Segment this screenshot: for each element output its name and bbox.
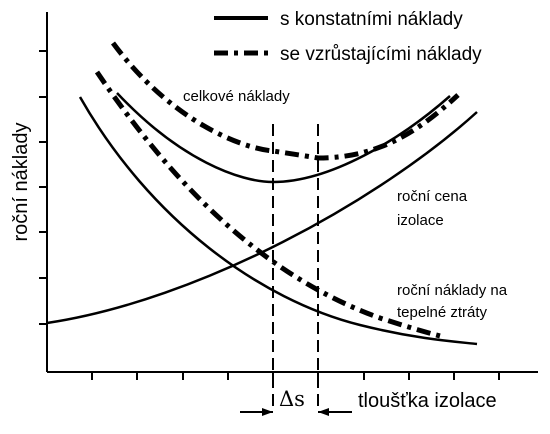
x-axis-title: tloušťka izolace <box>358 390 497 412</box>
legend-rising-label: se vzrůstajícími náklady <box>280 44 482 65</box>
heatloss-cost-label-line2: tepelné ztráty <box>397 304 488 321</box>
delta-s-arrows <box>240 408 352 416</box>
total-cost-label: celkové náklady <box>183 88 290 105</box>
insulation-cost-label-line1: roční cena <box>397 188 468 205</box>
heatloss-cost-curve-rising <box>94 70 445 340</box>
y-axis-title: roční náklady <box>10 123 32 242</box>
insulation-cost-label-line2: izolace <box>397 212 444 229</box>
heatloss-cost-curve-constant <box>78 96 478 346</box>
x-ticks <box>91 372 500 380</box>
legend-constant-label: s konstatními náklady <box>280 9 463 30</box>
delta-s-label: Δs <box>279 387 305 411</box>
total-cost-curve-constant <box>116 92 451 184</box>
y-ticks <box>39 50 47 325</box>
total-cost-curve-rising <box>110 41 460 161</box>
insulation-cost-curve <box>46 111 478 325</box>
heatloss-cost-label-line1: roční náklady na <box>397 282 508 299</box>
